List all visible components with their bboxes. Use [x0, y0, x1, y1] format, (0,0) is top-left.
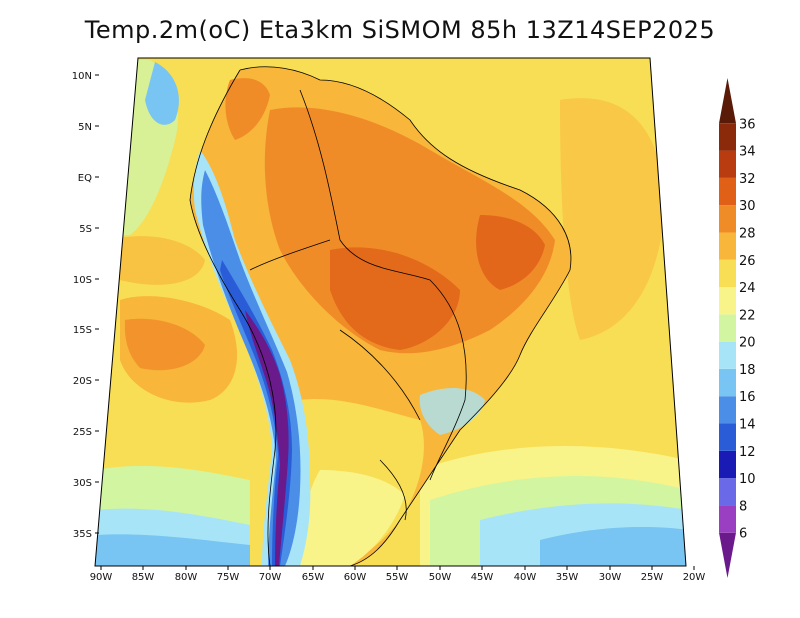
colorbar-label: 26	[739, 254, 756, 269]
pacific-coastline	[189, 69, 277, 567]
south-pacific-colder	[95, 534, 250, 566]
colorbar-label: 16	[739, 390, 756, 405]
colorbar-swatch	[719, 505, 736, 533]
colorbar-swatch	[719, 232, 736, 260]
lon-label: 20W	[683, 572, 706, 583]
colorbar-label: 24	[739, 281, 756, 296]
colorbar-label: 14	[739, 418, 756, 433]
pacific-cold-region	[145, 62, 179, 125]
country-border-4	[379, 459, 407, 521]
colorbar-label: 28	[739, 226, 756, 241]
colorbar-label: 34	[739, 145, 756, 160]
lat-label: 20S	[73, 376, 92, 387]
lat-label: 15S	[73, 325, 92, 336]
se-brazil-cool	[419, 388, 485, 435]
colorbar-label: 10	[739, 472, 756, 487]
lon-label: 90W	[90, 572, 113, 583]
colorbar-swatch	[719, 450, 736, 479]
colorbar-label: 36	[739, 117, 756, 132]
colorbar-swatch	[719, 368, 736, 397]
lat-label: EQ	[78, 173, 92, 184]
colorbar-label: 18	[739, 363, 756, 378]
colorbar-label: 6	[739, 527, 747, 542]
colorbar-label: 22	[739, 308, 756, 323]
colorbar-swatch	[719, 423, 736, 451]
lat-label: 5S	[79, 224, 92, 235]
latitude-axis: 10N 5N EQ 5S 10S 15S 20S 25S 30S 35S	[72, 71, 99, 540]
colorbar-swatch	[719, 396, 736, 424]
south-atlantic-colder	[540, 527, 686, 566]
lon-label: 80W	[175, 572, 198, 583]
colorbar: 6 8 10 12 14 16 18 20 22 24 26 28 30 32 34 36	[719, 78, 756, 578]
longitude-axis: 90W 85W 80W 75W 70W 65W 60W 55W 50W 45W …	[90, 566, 706, 583]
colorbar-swatch	[719, 78, 736, 124]
country-border-1	[299, 89, 467, 481]
lat-label: 10N	[72, 71, 92, 82]
lon-label: 45W	[471, 572, 494, 583]
atlantic-coastline	[239, 66, 572, 567]
colorbar-swatch	[719, 123, 736, 151]
colorbar-swatch	[719, 259, 736, 288]
atlantic-warm-region	[560, 98, 665, 340]
domain-border	[94, 57, 687, 567]
lat-label: 5N	[78, 122, 92, 133]
colorbar-swatch	[719, 150, 736, 178]
lon-label: 85W	[132, 572, 155, 583]
andes-coldest	[245, 310, 289, 566]
lon-label: 40W	[514, 572, 537, 583]
colorbar-label: 20	[739, 336, 756, 351]
lat-label: 30S	[73, 478, 92, 489]
northeast-hot	[476, 215, 545, 290]
pacific-hot-region	[124, 318, 205, 371]
lon-label: 50W	[429, 572, 452, 583]
lat-label: 35S	[73, 529, 92, 540]
pacific-warm-region-2	[110, 236, 205, 285]
colorbar-swatch	[719, 177, 736, 206]
north-hot	[225, 78, 270, 140]
lon-label: 30W	[599, 572, 622, 583]
colorbar-label: 8	[739, 499, 747, 514]
lat-label: 25S	[73, 427, 92, 438]
colorbar-swatch	[719, 341, 736, 369]
colorbar-swatch	[719, 287, 736, 315]
country-border-3	[339, 329, 421, 421]
lon-label: 65W	[302, 572, 325, 583]
interior-hotter	[330, 247, 460, 350]
colorbar-label: 12	[739, 445, 756, 460]
colorbar-swatch	[719, 532, 736, 578]
map-title: Temp.2m(oC) Eta3km SiSMOM 85h 13Z14SEP20…	[84, 16, 716, 44]
map-field	[95, 58, 686, 566]
coastlines-borders	[189, 66, 572, 567]
south-cone-cool	[300, 470, 405, 566]
colorbar-swatch	[719, 478, 736, 506]
lon-label: 70W	[259, 572, 282, 583]
lat-label: 10S	[73, 275, 92, 286]
lon-label: 75W	[217, 572, 240, 583]
lon-label: 25W	[641, 572, 664, 583]
country-border-2	[249, 239, 331, 271]
colorbar-label: 32	[739, 172, 756, 187]
lon-label: 35W	[556, 572, 579, 583]
colorbar-swatch	[719, 314, 736, 342]
lon-label: 60W	[344, 572, 367, 583]
lon-label: 55W	[386, 572, 409, 583]
colorbar-label: 30	[739, 199, 756, 214]
colorbar-swatch	[719, 205, 736, 233]
